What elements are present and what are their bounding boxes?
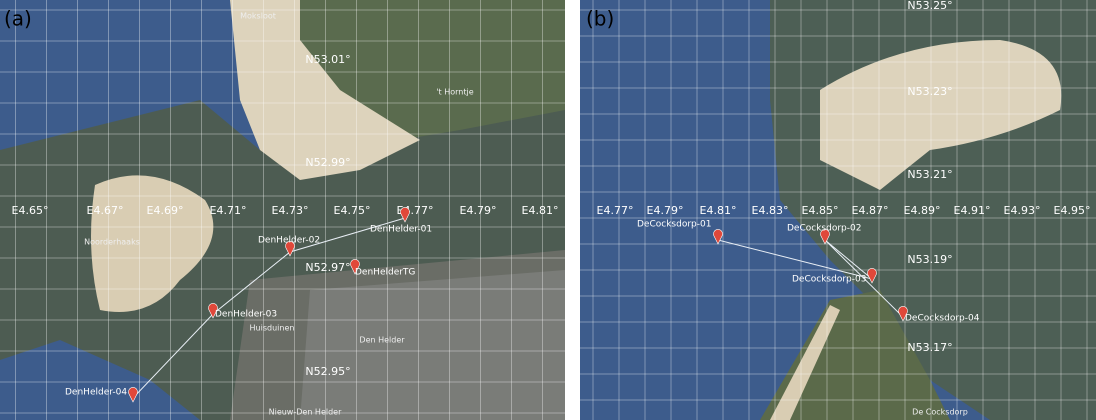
latitude-label: N53.19° [907, 253, 952, 266]
marker-label: DenHelder-03 [215, 310, 277, 320]
longitude-label: E4.95° [1054, 204, 1091, 217]
marker-label: DeCocksdorp-02 [787, 224, 861, 234]
longitude-label: E4.87° [852, 204, 889, 217]
route-line [717, 239, 904, 318]
longitude-label: E4.93° [1004, 204, 1041, 217]
latitude-label: N52.95° [305, 365, 350, 378]
map-pin [820, 229, 830, 245]
map-pin [898, 306, 908, 322]
latitude-label: N53.21° [907, 168, 952, 181]
map-pin [128, 387, 138, 403]
longitude-label: E4.77° [597, 204, 634, 217]
map-pin [400, 207, 410, 223]
marker-label: DenHelderTG [355, 268, 415, 278]
panel-label: (a) [4, 7, 32, 31]
longitude-label: E4.79° [647, 204, 684, 217]
map-pin [867, 268, 877, 284]
marker-label: DeCocksdorp-04 [905, 314, 980, 324]
longitude-label: E4.89° [904, 204, 941, 217]
longitude-label: E4.85° [802, 204, 839, 217]
map-pin [285, 241, 295, 257]
map-pin [208, 303, 218, 319]
longitude-label: E4.81° [522, 204, 559, 217]
latitude-label: N53.01° [305, 53, 350, 66]
panel-label: (b) [586, 7, 614, 31]
longitude-label: E4.69° [147, 204, 184, 217]
longitude-label: E4.81° [700, 204, 737, 217]
marker-label: DenHelder-02 [258, 236, 320, 246]
marker-label: DenHelder-01 [370, 225, 432, 235]
panel: E4.77° E4.79° E4.81° E4.83° E4.85° E4.87° E4.8… [586, 0, 1090, 417]
latitude-label: N53.23° [907, 85, 952, 98]
place-name: Den Helder [359, 336, 405, 345]
latitude-label: N52.99° [305, 156, 350, 169]
overlay: E4.65° E4.67° E4.69° E4.71° E4.73° E4.75° E4.7… [4, 0, 1090, 417]
map-pin [713, 229, 723, 245]
marker-label: DeCocksdorp-03 [792, 275, 866, 285]
place-name: Huisduinen [250, 324, 295, 333]
place-name: De Cocksdorp [912, 408, 968, 417]
latitude-label: N53.25° [907, 0, 952, 12]
longitude-label: E4.75° [334, 204, 371, 217]
marker-label: DeCocksdorp-01 [637, 220, 711, 230]
longitude-label: E4.79° [460, 204, 497, 217]
place-name: 't Horntje [436, 88, 473, 97]
latitude-label: N52.97° [305, 261, 350, 274]
longitude-label: E4.73° [272, 204, 309, 217]
longitude-label: E4.91° [954, 204, 991, 217]
marker-label: DenHelder-04 [65, 388, 127, 398]
longitude-label: E4.71° [210, 204, 247, 217]
place-name: Noorderhaaks [84, 238, 140, 247]
place-name: Nieuw-Den Helder [269, 408, 342, 417]
longitude-label: E4.83° [752, 204, 789, 217]
map-pin [350, 259, 360, 275]
longitude-label: E4.65° [12, 204, 49, 217]
panel-a-terrain [0, 0, 565, 420]
panel-b-terrain [580, 0, 1096, 420]
latitude-label: N53.17° [907, 341, 952, 354]
panel: E4.65° E4.67° E4.69° E4.71° E4.73° E4.75° E4.7… [4, 7, 558, 417]
longitude-label: E4.67° [87, 204, 124, 217]
route-line [132, 217, 406, 399]
place-name: Moksloot [240, 12, 276, 21]
